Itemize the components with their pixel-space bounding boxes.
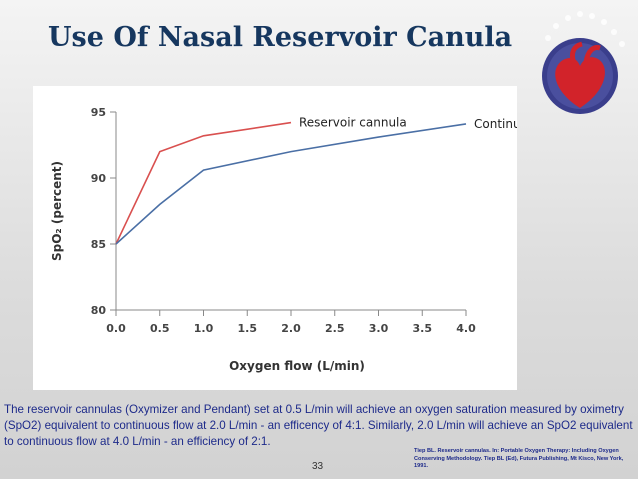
series-line-reservoir-cannula xyxy=(115,121,292,245)
x-tick-label: 0.5 xyxy=(150,322,170,335)
y-tick-label: 95 xyxy=(91,106,106,119)
x-tick-label: 2.0 xyxy=(281,322,301,335)
slide-number: 33 xyxy=(312,461,324,472)
x-tick-label: 2.5 xyxy=(325,322,345,335)
y-axis-title: SpO₂ (percent) xyxy=(50,161,64,261)
slide-title: Use Of Nasal Reservoir Canula xyxy=(48,22,513,53)
x-tick-label: 4.0 xyxy=(456,322,476,335)
heart-logo xyxy=(542,11,625,114)
series-label: Continuous flow xyxy=(474,117,517,131)
x-tick-label: 0.0 xyxy=(106,322,126,335)
caption-text: The reservoir cannulas (Oxymizer and Pen… xyxy=(4,403,633,448)
logo-rays xyxy=(545,11,625,47)
x-tick-label: 1.5 xyxy=(238,322,258,335)
series-line-continuous-flow xyxy=(115,123,467,245)
x-tick-label: 1.0 xyxy=(194,322,214,335)
y-tick-label: 80 xyxy=(91,304,107,317)
x-tick-label: 3.0 xyxy=(369,322,389,335)
chart-panel: 80 85 90 95 0.0 0.5 1.0 1.5 2.0 2.5 3.0 3.5 4.0 Res… xyxy=(33,86,517,390)
heart-icon xyxy=(555,57,605,108)
series-label: Reservoir cannula xyxy=(299,116,407,130)
x-axis-title: Oxygen flow (L/min) xyxy=(229,359,365,373)
y-tick-label: 90 xyxy=(91,172,107,185)
reference-citation: Tiep BL. Reservoir cannulas. In: Portabl… xyxy=(414,448,624,470)
x-tick-label: 3.5 xyxy=(413,322,433,335)
spo2-line-chart: 80 85 90 95 0.0 0.5 1.0 1.5 2.0 2.5 3.0 3.5 4.0 Res… xyxy=(50,106,517,373)
y-tick-label: 85 xyxy=(91,238,106,251)
